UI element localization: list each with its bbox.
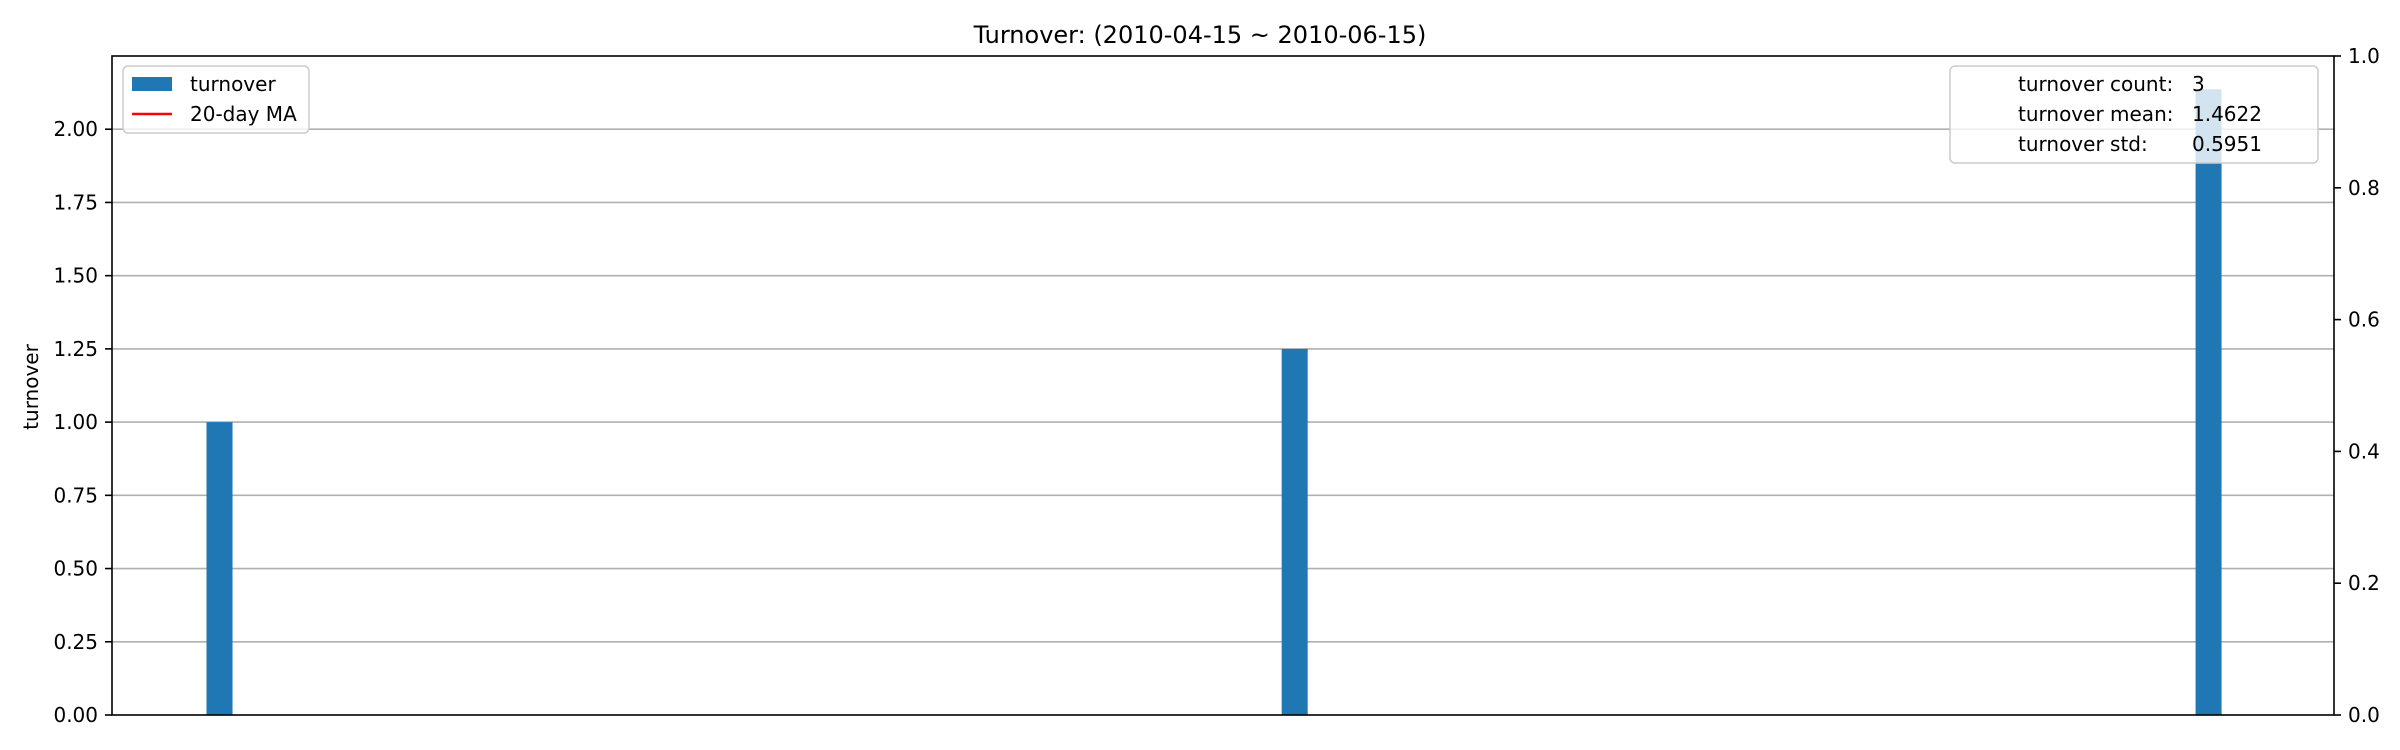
stats-mean-value: 1.4622: [2192, 102, 2262, 126]
chart-title: Turnover: (2010-04-15 ~ 2010-06-15): [973, 21, 1427, 49]
stats-mean-label: turnover mean:: [2018, 102, 2173, 126]
y-tick-label: 0.75: [53, 483, 98, 507]
turnover-bar: [2195, 89, 2222, 715]
y-tick-label: 1.00: [53, 410, 98, 434]
stats-box: turnover count: 3 turnover mean: 1.4622 …: [1949, 65, 2319, 164]
y-tick-label: 0.25: [53, 630, 98, 654]
y2-tick-label: 0.4: [2348, 439, 2380, 463]
stats-box-frame: [1949, 65, 2319, 164]
stats-std-label: turnover std:: [2018, 132, 2148, 156]
y2-tick-label: 1.0: [2348, 44, 2380, 68]
stats-count-value: 3: [2192, 72, 2205, 96]
y-tick-label: 1.50: [53, 264, 98, 288]
gridlines: [112, 128, 2334, 643]
y-tick-label: 2.00: [53, 117, 98, 141]
y2-tick-label: 0.2: [2348, 571, 2380, 595]
turnover-bar: [206, 422, 233, 715]
plot-frame: [111, 55, 2335, 716]
turnover-bar: [1281, 348, 1308, 715]
y-tick-label: 1.25: [53, 337, 98, 361]
legend-ma-label: 20-day MA: [190, 102, 297, 126]
bars: [206, 89, 2222, 715]
y-axis-label: turnover: [19, 343, 43, 429]
stats-std-value: 0.5951: [2192, 132, 2262, 156]
legend-turnover-label: turnover: [190, 72, 276, 96]
legend: turnover 20-day MA: [122, 65, 310, 134]
y-tick-label: 1.75: [53, 190, 98, 214]
legend-turnover-patch: [132, 77, 172, 91]
y2-tick-label: 0.8: [2348, 176, 2380, 200]
y-tick-label: 0.00: [53, 703, 98, 727]
y2-tick-label: 0.6: [2348, 308, 2380, 332]
y2-tick-label: 0.0: [2348, 703, 2380, 727]
y-axis-right: 0.0 0.2 0.4 0.6 0.8 1.0: [2334, 44, 2380, 727]
y-axis-left: 0.00 0.25 0.50 0.75 1.00 1.25 1.50 1.75 2.00: [53, 117, 112, 727]
stats-count-label: turnover count:: [2018, 72, 2173, 96]
y-tick-label: 0.50: [53, 557, 98, 581]
